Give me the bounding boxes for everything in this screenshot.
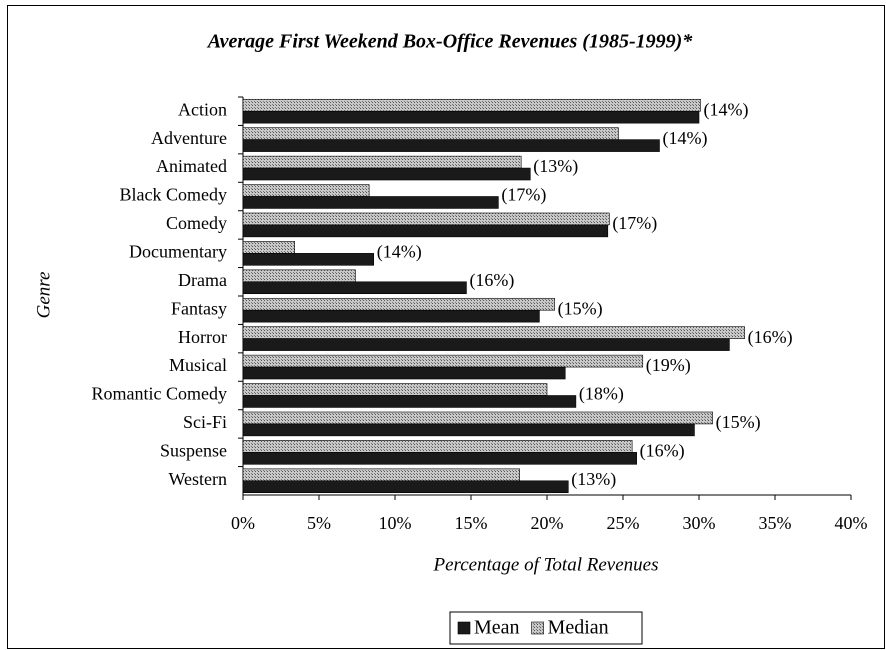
annotation: (14%) <box>704 99 749 120</box>
legend-swatch <box>457 621 471 635</box>
annotation: (13%) <box>533 156 578 177</box>
y-tick-label: Western <box>168 469 227 489</box>
bar <box>242 212 610 226</box>
y-tick-label: Musical <box>169 355 227 375</box>
bar <box>242 338 730 351</box>
legend-label: Median <box>548 617 609 639</box>
x-tick-label: 20% <box>531 513 564 533</box>
bar <box>242 98 701 112</box>
bar <box>242 452 637 465</box>
legend-box <box>449 611 643 645</box>
bar <box>242 440 633 453</box>
x-tick-label: 30% <box>683 513 716 533</box>
x-tick-label: 25% <box>607 513 640 533</box>
bar <box>242 468 520 482</box>
y-tick-label: Comedy <box>166 213 227 233</box>
chart-title: Average First Weekend Box-Office Revenue… <box>206 31 694 53</box>
bar <box>242 241 295 254</box>
bar <box>242 354 644 368</box>
annotation: (16%) <box>640 440 685 461</box>
bar <box>242 411 713 425</box>
y-tick-label: Documentary <box>129 241 227 261</box>
bar <box>242 139 660 152</box>
bar <box>242 127 619 140</box>
bar <box>242 281 467 295</box>
y-tick-label: Sci-Fi <box>183 412 227 432</box>
annotation: (14%) <box>662 128 707 149</box>
bar <box>242 253 375 266</box>
y-tick-label: Horror <box>178 327 227 347</box>
bar <box>242 366 566 380</box>
bar <box>242 297 555 311</box>
x-tick-label: 10% <box>379 513 412 533</box>
x-tick-label: 35% <box>759 513 792 533</box>
annotation: (15%) <box>558 298 603 319</box>
annotation: (17%) <box>612 213 657 234</box>
bar <box>242 269 356 283</box>
bar <box>242 196 499 209</box>
annotation: (19%) <box>646 355 691 376</box>
annotation: (16%) <box>748 327 793 348</box>
annotation: (15%) <box>716 412 761 433</box>
annotation: (13%) <box>571 469 616 490</box>
bar <box>242 480 569 494</box>
annotation: (14%) <box>377 241 422 262</box>
annotation: (17%) <box>501 185 546 206</box>
legend-label: Mean <box>474 617 520 639</box>
annotation: (16%) <box>469 270 514 291</box>
y-tick-label: Suspense <box>160 440 227 460</box>
legend: Mean Median <box>449 611 643 645</box>
frame <box>7 5 885 649</box>
x-axis-title: Percentage of Total Revenues <box>433 554 659 575</box>
bar <box>242 383 548 396</box>
bar <box>242 309 540 323</box>
bar <box>242 423 695 437</box>
bar <box>242 184 370 197</box>
y-tick-label: Adventure <box>151 128 227 148</box>
bar <box>242 155 522 169</box>
legend-swatch <box>531 621 544 635</box>
annotation: (18%) <box>579 384 624 405</box>
y-tick-label: Animated <box>156 156 227 176</box>
y-tick-label: Action <box>178 99 227 119</box>
bar <box>242 110 700 124</box>
bar <box>242 224 609 238</box>
y-tick-label: Fantasy <box>171 298 227 318</box>
x-tick-label: 40% <box>835 513 868 533</box>
bar <box>242 395 577 408</box>
y-tick-label: Black Comedy <box>120 185 227 205</box>
x-tick-label: 0% <box>231 513 255 533</box>
bar <box>242 167 531 181</box>
y-axis-title: Genre <box>33 272 54 319</box>
y-tick-label: Romantic Comedy <box>92 384 227 404</box>
x-tick-label: 15% <box>455 513 488 533</box>
x-tick-label: 5% <box>307 513 331 533</box>
y-tick-label: Drama <box>178 270 227 290</box>
bar <box>242 326 745 339</box>
